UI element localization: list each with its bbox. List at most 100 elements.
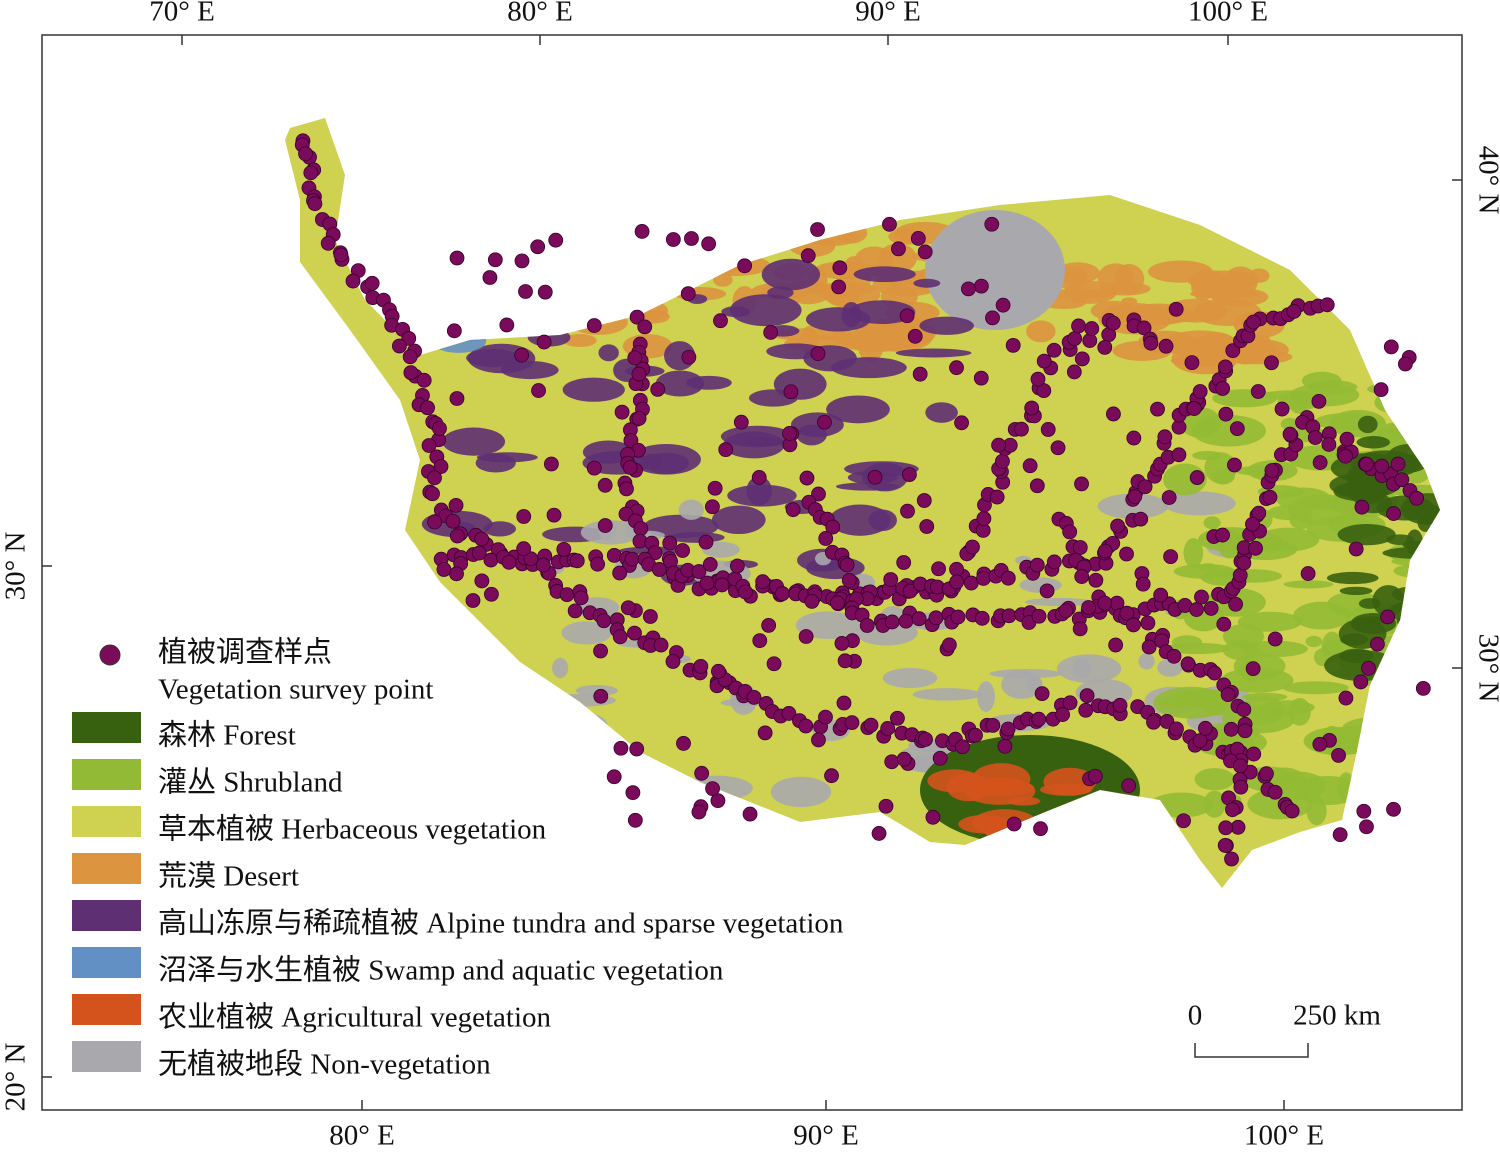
survey-point bbox=[619, 481, 634, 497]
survey-point bbox=[471, 545, 487, 561]
vegetation-patch bbox=[1183, 538, 1204, 568]
survey-point bbox=[1284, 803, 1300, 819]
survey-point bbox=[613, 740, 629, 756]
survey-point bbox=[694, 765, 710, 781]
survey-point bbox=[535, 557, 551, 573]
non-vegetation-area bbox=[925, 210, 1065, 330]
vegetation-patch bbox=[1282, 681, 1349, 695]
vegetation-patch bbox=[833, 222, 868, 244]
survey-point bbox=[402, 349, 418, 365]
legend-label: 高山冻原与稀疏植被 Alpine tundra and sparse veget… bbox=[158, 907, 844, 940]
survey-point bbox=[1198, 720, 1213, 736]
survey-point bbox=[1264, 463, 1280, 478]
survey-point bbox=[976, 571, 991, 586]
survey-point bbox=[573, 590, 589, 606]
survey-point bbox=[1121, 778, 1137, 794]
survey-point bbox=[763, 325, 779, 340]
survey-point bbox=[1135, 576, 1151, 592]
survey-point bbox=[757, 725, 773, 741]
vegetation-patch bbox=[643, 514, 719, 539]
survey-point bbox=[882, 216, 897, 232]
vegetation-patch bbox=[977, 681, 995, 712]
survey-point bbox=[1217, 837, 1233, 853]
survey-point bbox=[1246, 314, 1261, 330]
survey-point bbox=[1169, 721, 1184, 737]
vegetation-patch bbox=[746, 476, 772, 506]
survey-point bbox=[1370, 636, 1385, 652]
survey-point bbox=[449, 250, 465, 266]
scale-line bbox=[1194, 1043, 1309, 1058]
vegetation-patch bbox=[1204, 452, 1237, 484]
vegetation-patch bbox=[1024, 597, 1093, 607]
vegetation-patch bbox=[1405, 588, 1428, 602]
vegetation-patch bbox=[826, 395, 890, 424]
survey-point bbox=[824, 768, 839, 784]
vegetation-patch bbox=[748, 218, 771, 249]
survey-point bbox=[949, 574, 965, 590]
survey-point bbox=[916, 493, 932, 508]
survey-point bbox=[1119, 546, 1134, 562]
survey-point bbox=[782, 426, 797, 441]
vegetation-patch bbox=[561, 621, 612, 645]
vegetation-patch bbox=[1194, 768, 1235, 791]
survey-point bbox=[487, 252, 503, 268]
survey-point bbox=[1136, 320, 1152, 336]
survey-point bbox=[1218, 406, 1234, 422]
survey-point bbox=[841, 573, 857, 588]
survey-point bbox=[954, 415, 969, 431]
survey-point bbox=[867, 469, 883, 485]
survey-point bbox=[817, 414, 832, 430]
survey-point bbox=[536, 334, 552, 350]
survey-point bbox=[1081, 600, 1096, 615]
survey-point bbox=[1141, 639, 1157, 655]
survey-point bbox=[1386, 506, 1401, 521]
survey-point bbox=[911, 611, 927, 627]
survey-point bbox=[1220, 687, 1236, 703]
survey-point bbox=[622, 460, 638, 475]
survey-point bbox=[891, 241, 906, 257]
survey-point bbox=[910, 231, 926, 246]
survey-point bbox=[483, 552, 499, 568]
survey-point bbox=[333, 247, 349, 263]
survey-point bbox=[597, 518, 613, 533]
survey-point bbox=[1074, 351, 1090, 367]
scale-start: 0 bbox=[1188, 1000, 1203, 1032]
survey-point bbox=[1300, 566, 1316, 581]
survey-point bbox=[1409, 490, 1424, 506]
survey-point bbox=[949, 360, 964, 376]
survey-point bbox=[1074, 476, 1089, 492]
survey-point bbox=[523, 551, 539, 567]
survey-point bbox=[775, 586, 790, 601]
right-axis-label: 40° N bbox=[1472, 146, 1500, 215]
vegetation-patch bbox=[1414, 640, 1440, 673]
survey-point bbox=[1097, 339, 1113, 355]
survey-point bbox=[1055, 707, 1071, 722]
survey-point bbox=[818, 709, 833, 725]
vegetation-patch bbox=[712, 239, 769, 261]
survey-point bbox=[446, 323, 462, 339]
survey-point bbox=[1161, 490, 1177, 505]
bottom-axis-label: 80° E bbox=[329, 1120, 395, 1150]
survey-point bbox=[1331, 747, 1346, 763]
vegetation-patch bbox=[500, 360, 559, 380]
survey-point bbox=[810, 222, 825, 237]
survey-point bbox=[1380, 609, 1396, 625]
vegetation-patch bbox=[946, 773, 991, 802]
vegetation-patch bbox=[913, 278, 941, 288]
top-axis-label: 70° E bbox=[149, 0, 215, 28]
survey-point bbox=[1150, 401, 1165, 417]
survey-point bbox=[693, 658, 709, 674]
survey-point bbox=[1230, 819, 1246, 835]
survey-point bbox=[1397, 356, 1413, 372]
survey-point bbox=[928, 610, 944, 626]
survey-point bbox=[825, 519, 841, 535]
survey-point bbox=[421, 438, 437, 453]
vegetation-patch bbox=[1222, 624, 1265, 649]
survey-point bbox=[556, 541, 572, 557]
survey-point bbox=[968, 727, 983, 743]
survey-point bbox=[804, 594, 820, 609]
survey-point bbox=[449, 566, 464, 582]
survey-point bbox=[912, 366, 928, 382]
survey-point bbox=[514, 253, 530, 269]
survey-point bbox=[627, 350, 643, 366]
